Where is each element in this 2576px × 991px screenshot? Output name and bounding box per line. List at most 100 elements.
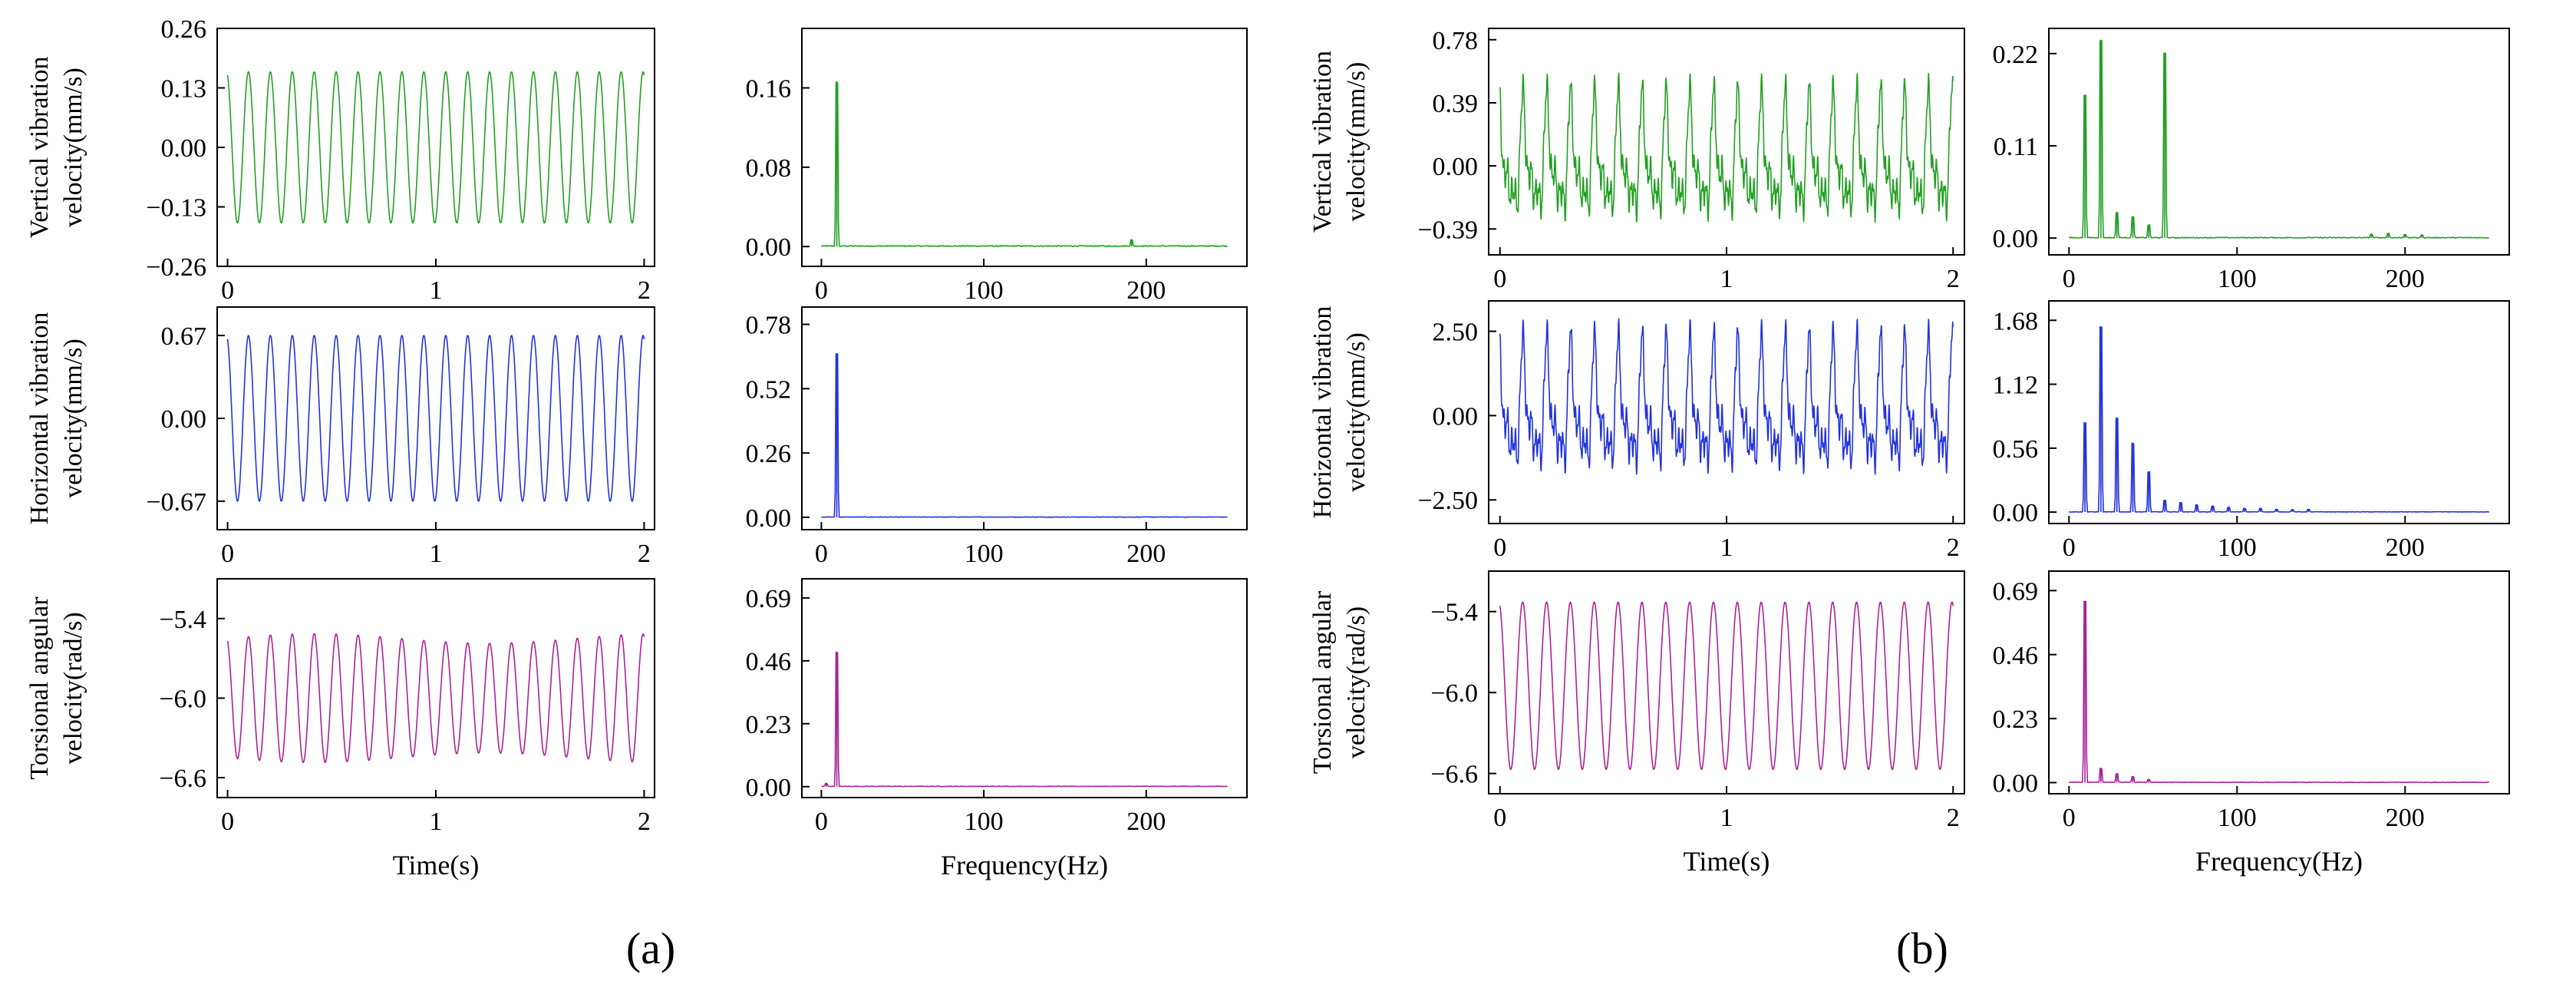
panel-label-a: (a) [626,923,675,973]
a-time-horizontal-chart: 0 1 2 −0.67 0.00 0.67 Horizontal vibration velo… [25,306,655,568]
b-time-torsional-xtick-label: 1 [1720,804,1733,832]
a-fft-torsional-ytick-label: 0.00 [746,774,792,802]
a-time-horizontal-xtick-label: 0 [221,540,234,568]
a-time-vertical-xtick-label: 2 [638,276,651,305]
b-fft-horizontal-ytick-label: 1.68 [1993,307,2039,335]
b-time-horizontal-xtick-label: 1 [1720,533,1733,562]
a-time-vertical-xtick-label: 1 [430,276,443,305]
a-time-torsional-plot-frame [216,578,655,798]
a-fft-horizontal-xtick-label: 100 [965,540,1004,568]
b-time-vertical-chart: 0 1 2 −0.39 0.00 0.39 0.78 Vertical vibration ve… [1308,27,1965,293]
b-time-horizontal-ytick-label: 2.50 [1433,319,1479,347]
panel-label-b: (b) [1896,923,1948,973]
a-fft-torsional-ytick-label: 0.46 [746,648,792,676]
a-fft-torsional-series-line [821,651,1228,788]
a-fft-vertical-chart: 0 100 200 0.00 0.08 0.16 [746,28,1248,305]
a-fft-horizontal-plot-frame [801,306,1248,530]
a-fft-torsional-ytick-label: 0.23 [746,711,792,739]
b-time-torsional-ytick-label: −5.4 [1430,599,1478,627]
b-fft-vertical-series-line [2069,39,2489,239]
b-time-vertical-ylabel: Vertical vibration velocity(mm/s) [1308,51,1370,233]
b-time-horizontal-xtick-label: 0 [1493,533,1506,562]
a-fft-vertical-ytick-label: 0.16 [746,75,792,104]
a-time-vertical-ytick-label: 0.13 [161,75,207,104]
b-time-vertical-ytick-label: 0.78 [1433,27,1479,55]
b-fft-horizontal-chart: 0 100 200 0.00 0.56 1.12 1.68 [1993,300,2510,562]
b-time-horizontal-series-line [1499,318,1954,475]
b-time-horizontal-ytick-label: 0.00 [1433,402,1479,431]
b-fft-horizontal-ytick-label: 0.56 [1993,435,2039,464]
a-fft-torsional-ytick-label: 0.69 [746,585,792,613]
a-fft-torsional-xtick-label: 0 [815,808,828,836]
b-fft-torsional-xtick-label: 0 [2063,804,2076,832]
a-time-vertical-ytick-label: −0.26 [146,253,206,282]
a-fft-vertical-xtick-label: 100 [965,276,1004,305]
a-fft-horizontal-ytick-label: 0.78 [746,312,792,340]
a-fft-vertical-ytick-label: 0.08 [746,154,792,183]
a-fft-torsional-plot-frame [801,578,1248,798]
a-time-horizontal-ylabel: Horizontal vibration velocity(mm/s) [25,312,87,525]
b-fft-torsional-ytick-label: 0.69 [1993,577,2039,606]
a-time-vertical-series-line [226,71,645,224]
a-time-vertical-plot-frame [216,28,655,267]
a-time-torsional-series-line [226,633,645,764]
b-fft-vertical-plot-frame [2048,28,2510,256]
a-fft-horizontal-ytick-label: 0.26 [746,440,792,468]
a-time-torsional-chart: 0 1 2 −6.6 −6.0 −5.4 Torsional angular velocity… [25,578,655,880]
b-time-vertical-series-line [1499,72,1954,223]
a-time-vertical-ytick-label: 0.26 [161,15,207,44]
b-fft-torsional-chart: 0 100 200 0.00 0.23 0.46 0.69 Frequency(Hz) [1993,570,2510,877]
b-time-torsional-series-line [1499,601,1954,771]
a-fft-horizontal-series-line [821,353,1228,518]
a-time-vertical-ylabel: Vertical vibration velocity(mm/s) [25,57,87,239]
b-time-horizontal-ylabel: Horizontal vibration velocity(mm/s) [1308,306,1370,519]
b-fft-vertical-ytick-label: 0.11 [1994,133,2038,161]
b-fft-torsional-ytick-label: 0.23 [1993,705,2039,734]
b-fft-torsional-series-line [2069,600,2489,784]
a-time-torsional-ylabel: Torsional angular velocity(rad/s) [25,596,87,780]
b-fft-vertical-ytick-label: 0.00 [1993,225,2039,253]
a-fft-horizontal-ytick-label: 0.00 [746,504,792,533]
a-fft-vertical-plot-frame [801,28,1248,267]
b-fft-vertical-xtick-label: 0 [2063,265,2076,293]
b-fft-horizontal-xtick-label: 200 [2386,533,2425,562]
b-fft-torsional-plot-frame [2048,570,2510,794]
b-fft-torsional-ytick-label: 0.00 [1993,770,2039,798]
a-fft-torsional-xtick-label: 200 [1126,808,1166,836]
a-fft-vertical-ytick-label: 0.00 [746,233,792,262]
b-fft-torsional-ytick-label: 0.46 [1993,642,2039,670]
a-fft-horizontal-chart: 0 100 200 0.00 0.26 0.52 0.78 [746,306,1248,568]
b-time-horizontal-xtick-label: 2 [1947,533,1960,562]
a-fft-vertical-xtick-label: 0 [815,276,828,305]
a-fft-torsional-chart: 0 100 200 0.00 0.23 0.46 0.69 Frequency(Hz) [746,578,1248,880]
b-fft-torsional-xtick-label: 100 [2218,804,2257,832]
b-fft-horizontal-xtick-label: 0 [2063,533,2076,562]
a-fft-horizontal-xtick-label: 200 [1126,540,1166,568]
a-fft-torsional-xlabel: Frequency(Hz) [941,850,1108,880]
a-time-horizontal-xtick-label: 2 [638,540,651,568]
a-time-torsional-xtick-label: 2 [638,808,651,836]
b-fft-vertical-xtick-label: 100 [2218,265,2257,293]
a-time-torsional-xtick-label: 0 [221,808,234,836]
b-fft-vertical-chart: 0 100 200 0.00 0.11 0.22 [1993,28,2510,293]
a-time-horizontal-ytick-label: −0.67 [146,488,206,517]
b-fft-horizontal-xtick-label: 100 [2218,533,2257,562]
a-time-vertical-chart: 0 1 2 −0.26 −0.13 0.00 0.13 0.26 Vertical vibrat… [25,15,655,305]
a-time-torsional-ytick-label: −6.6 [159,765,206,793]
a-time-horizontal-xtick-label: 1 [430,540,443,568]
b-fft-torsional-xlabel: Frequency(Hz) [2195,846,2363,877]
b-fft-horizontal-ytick-label: 1.12 [1993,372,2039,400]
a-time-vertical-ytick-label: 0.00 [161,134,207,163]
b-time-horizontal-plot-frame [1488,300,1965,524]
a-fft-horizontal-ytick-label: 0.52 [746,375,792,404]
a-time-horizontal-ytick-label: 0.00 [161,405,207,434]
b-fft-torsional-xtick-label: 200 [2386,804,2425,832]
b-fft-vertical-xtick-label: 200 [2386,265,2425,293]
b-fft-horizontal-series-line [2068,325,2489,513]
b-time-torsional-xtick-label: 0 [1493,804,1506,832]
b-time-torsional-chart: 0 1 2 −6.6 −6.0 −5.4 Torsional angular velocity… [1308,570,1965,877]
b-time-vertical-plot-frame [1488,28,1965,256]
b-time-torsional-ylabel: Torsional angular velocity(rad/s) [1308,590,1370,774]
b-time-horizontal-ytick-label: −2.50 [1417,487,1478,515]
b-time-vertical-ytick-label: −0.39 [1417,216,1478,244]
